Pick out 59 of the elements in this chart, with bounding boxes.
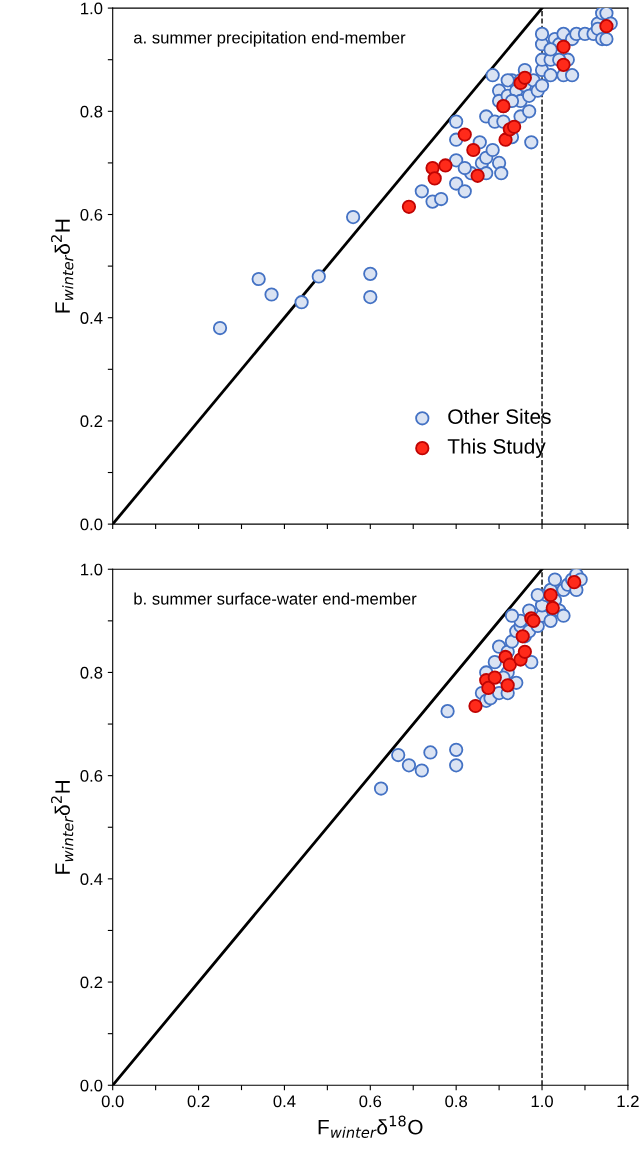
point [401, 758, 417, 773]
point [556, 57, 571, 72]
point [507, 119, 522, 134]
point [373, 781, 389, 796]
point [547, 572, 563, 587]
y-tick-label: 0.6 [80, 770, 103, 782]
y-tick-label: 0.8 [80, 105, 103, 118]
point [427, 171, 442, 186]
x-tick-label: 1.0 [531, 1095, 553, 1108]
x-tick-label: 0.4 [273, 1095, 296, 1108]
x-axis-title: F$_{winter}$δ$^{18}$O [318, 1115, 423, 1138]
y-axis-title: F$_{winter}$δ$^{2}$H [50, 780, 74, 874]
point [414, 763, 429, 778]
y-tick-label: 0.0 [80, 518, 103, 531]
text: a. summer precipitation end-member [134, 31, 406, 47]
point [391, 747, 406, 763]
y-tick-label: 1.0 [81, 2, 103, 15]
legend-label: This Study [447, 438, 546, 458]
point [487, 655, 502, 670]
point [468, 698, 483, 714]
point [449, 758, 464, 773]
point [545, 600, 560, 616]
x-tick-label: 0.2 [187, 1095, 210, 1108]
point [438, 158, 453, 173]
point [481, 680, 496, 696]
point [599, 19, 614, 34]
legend-label: Other Sites [448, 408, 551, 424]
point [517, 70, 532, 85]
point [502, 657, 517, 672]
point [466, 142, 481, 158]
point [504, 608, 520, 623]
y-tick-label: 0.0 [80, 1079, 103, 1092]
y-tick-label: 0.6 [80, 208, 103, 221]
x-tick-label: 0.6 [359, 1095, 382, 1108]
point [556, 608, 571, 623]
x-tick-label: 0.0 [101, 1095, 124, 1108]
point [543, 613, 558, 628]
y-tick-label: 0.4 [80, 312, 103, 324]
point [401, 199, 417, 214]
point [556, 39, 571, 54]
x-tick-label: 1.2 [617, 1095, 639, 1108]
x-tick-label: 0.8 [445, 1095, 468, 1108]
point [543, 587, 558, 603]
point [500, 678, 515, 693]
y-tick-label: 0.8 [80, 666, 103, 679]
y-tick-label: 0.2 [80, 976, 103, 989]
y-tick-label: 0.4 [80, 873, 103, 886]
point [487, 670, 502, 685]
y-axis-title: F$_{winter}$δ$^{2}$H [50, 219, 74, 313]
text: b. summer surface-water end-member [134, 592, 417, 605]
point [449, 742, 464, 757]
point [530, 587, 545, 603]
y-tick-label: 1.0 [81, 563, 103, 576]
point [517, 644, 532, 659]
point [457, 127, 472, 142]
point [440, 704, 455, 719]
point [423, 745, 438, 760]
point [470, 168, 485, 183]
y-tick-label: 0.2 [80, 415, 103, 428]
